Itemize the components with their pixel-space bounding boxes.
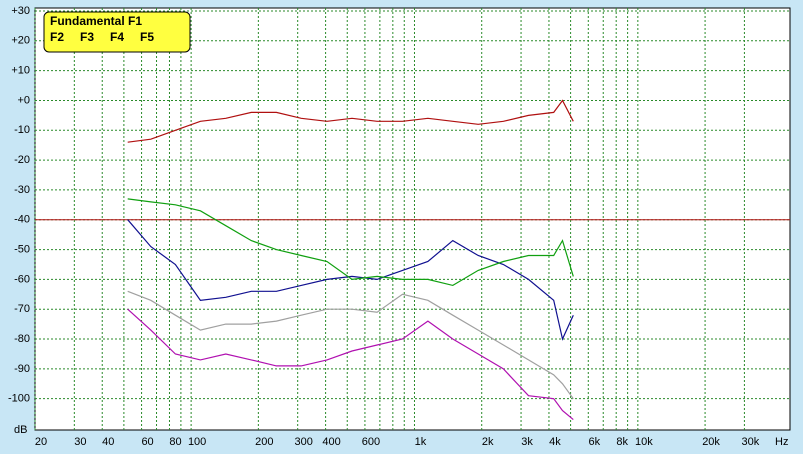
x-tick-label: 600 bbox=[362, 436, 380, 448]
x-tick-label: 60 bbox=[141, 436, 153, 448]
x-tick-label: 300 bbox=[295, 436, 313, 448]
x-tick-label: 20k bbox=[702, 436, 720, 448]
x-tick-label: 40 bbox=[102, 436, 114, 448]
x-tick-label: 2k bbox=[482, 436, 494, 448]
x-tick-label: 4k bbox=[549, 436, 561, 448]
legend-entry: F2 bbox=[50, 30, 64, 44]
y-tick-label: -60 bbox=[14, 273, 30, 285]
series-line bbox=[127, 99, 574, 143]
x-tick-label: 200 bbox=[255, 436, 273, 448]
legend-entry: F5 bbox=[140, 30, 154, 44]
x-tick-label: 3k bbox=[521, 436, 533, 448]
series-line bbox=[127, 198, 574, 287]
x-tick-label: 30 bbox=[74, 436, 86, 448]
series-line bbox=[127, 290, 574, 400]
y-tick-label: -30 bbox=[14, 184, 30, 196]
y-tick-label: -70 bbox=[14, 303, 30, 315]
y-tick-label: +30 bbox=[11, 5, 30, 17]
y-axis-label: dB bbox=[14, 424, 27, 436]
y-tick-label: -20 bbox=[14, 154, 30, 166]
legend-entry: F3 bbox=[80, 30, 94, 44]
x-tick-label: 400 bbox=[322, 436, 340, 448]
x-tick-label: 100 bbox=[188, 436, 206, 448]
y-tick-label: +0 bbox=[17, 94, 30, 106]
x-tick-label: 30k bbox=[742, 436, 760, 448]
y-tick-label: +10 bbox=[11, 65, 30, 77]
x-tick-label: 80 bbox=[169, 436, 181, 448]
series-line bbox=[127, 308, 574, 421]
y-tick-label: -10 bbox=[14, 124, 30, 136]
x-tick-label: 6k bbox=[588, 436, 600, 448]
plot-area bbox=[34, 7, 791, 431]
x-tick-label: 8k bbox=[616, 436, 628, 448]
y-tick-label: -80 bbox=[14, 333, 30, 345]
legend-box bbox=[43, 11, 191, 53]
y-tick-label: -40 bbox=[14, 214, 30, 226]
y-tick-label: +20 bbox=[11, 35, 30, 47]
y-tick-label: -100 bbox=[8, 393, 30, 405]
x-axis-label: Hz bbox=[775, 436, 788, 448]
legend-entry: Fundamental F1 bbox=[50, 14, 142, 28]
x-tick-label: 10k bbox=[635, 436, 653, 448]
legend: Fundamental F1 F2 F3 F4 F5 bbox=[43, 11, 191, 53]
legend-entry: F4 bbox=[110, 30, 124, 44]
y-tick-label: -50 bbox=[14, 243, 30, 255]
x-tick-label: 20 bbox=[35, 436, 47, 448]
y-tick-label: -90 bbox=[14, 363, 30, 375]
x-tick-label: 1k bbox=[415, 436, 427, 448]
